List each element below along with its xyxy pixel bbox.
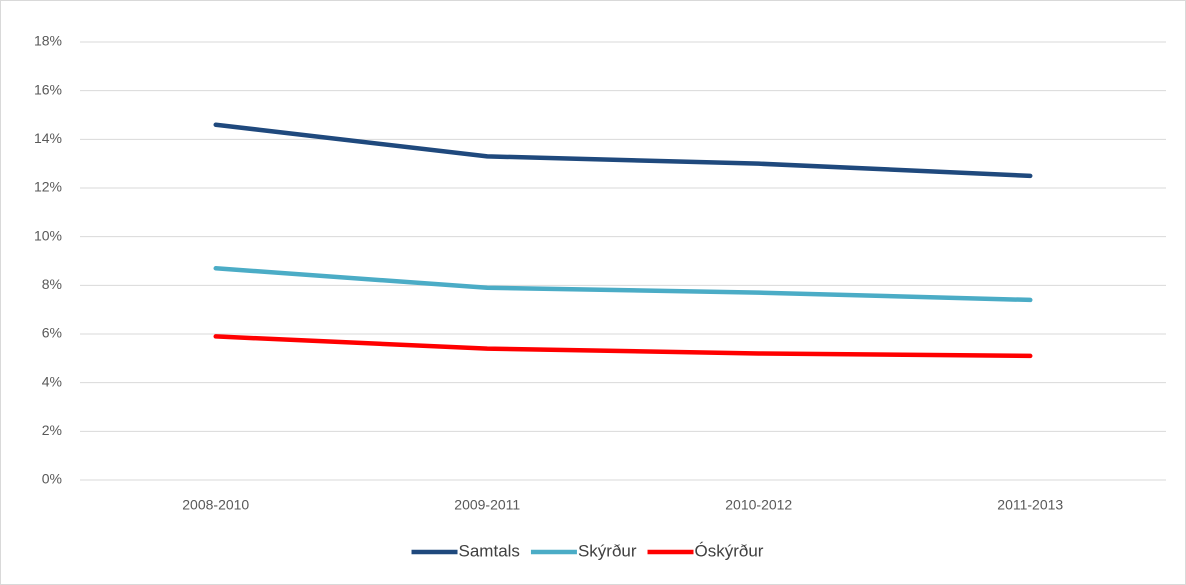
legend-label: Óskýrður	[695, 541, 764, 560]
y-tick-label: 18%	[34, 33, 62, 49]
y-tick-label: 12%	[34, 179, 62, 195]
y-tick-label: 0%	[42, 471, 62, 487]
series-line	[213, 334, 1033, 359]
y-tick-label: 14%	[34, 130, 62, 146]
y-tick-label: 6%	[42, 325, 62, 341]
y-tick-label: 16%	[34, 81, 62, 97]
series-line	[213, 266, 1033, 303]
y-tick-label: 2%	[42, 422, 62, 438]
x-tick-label: 2011-2013	[997, 497, 1063, 513]
legend: Samtals Skýrður Óskýrður	[411, 541, 764, 560]
legend-label: Samtals	[459, 541, 520, 560]
y-tick-label: 8%	[42, 276, 62, 292]
x-tick-label: 2009-2011	[454, 497, 520, 513]
y-tick-label: 10%	[34, 227, 62, 243]
legend-label: Skýrður	[578, 541, 637, 560]
series-line	[213, 122, 1033, 179]
x-tick-label: 2010-2012	[725, 497, 792, 513]
y-tick-label: 4%	[42, 373, 62, 389]
x-tick-label: 2008-2010	[182, 497, 249, 513]
